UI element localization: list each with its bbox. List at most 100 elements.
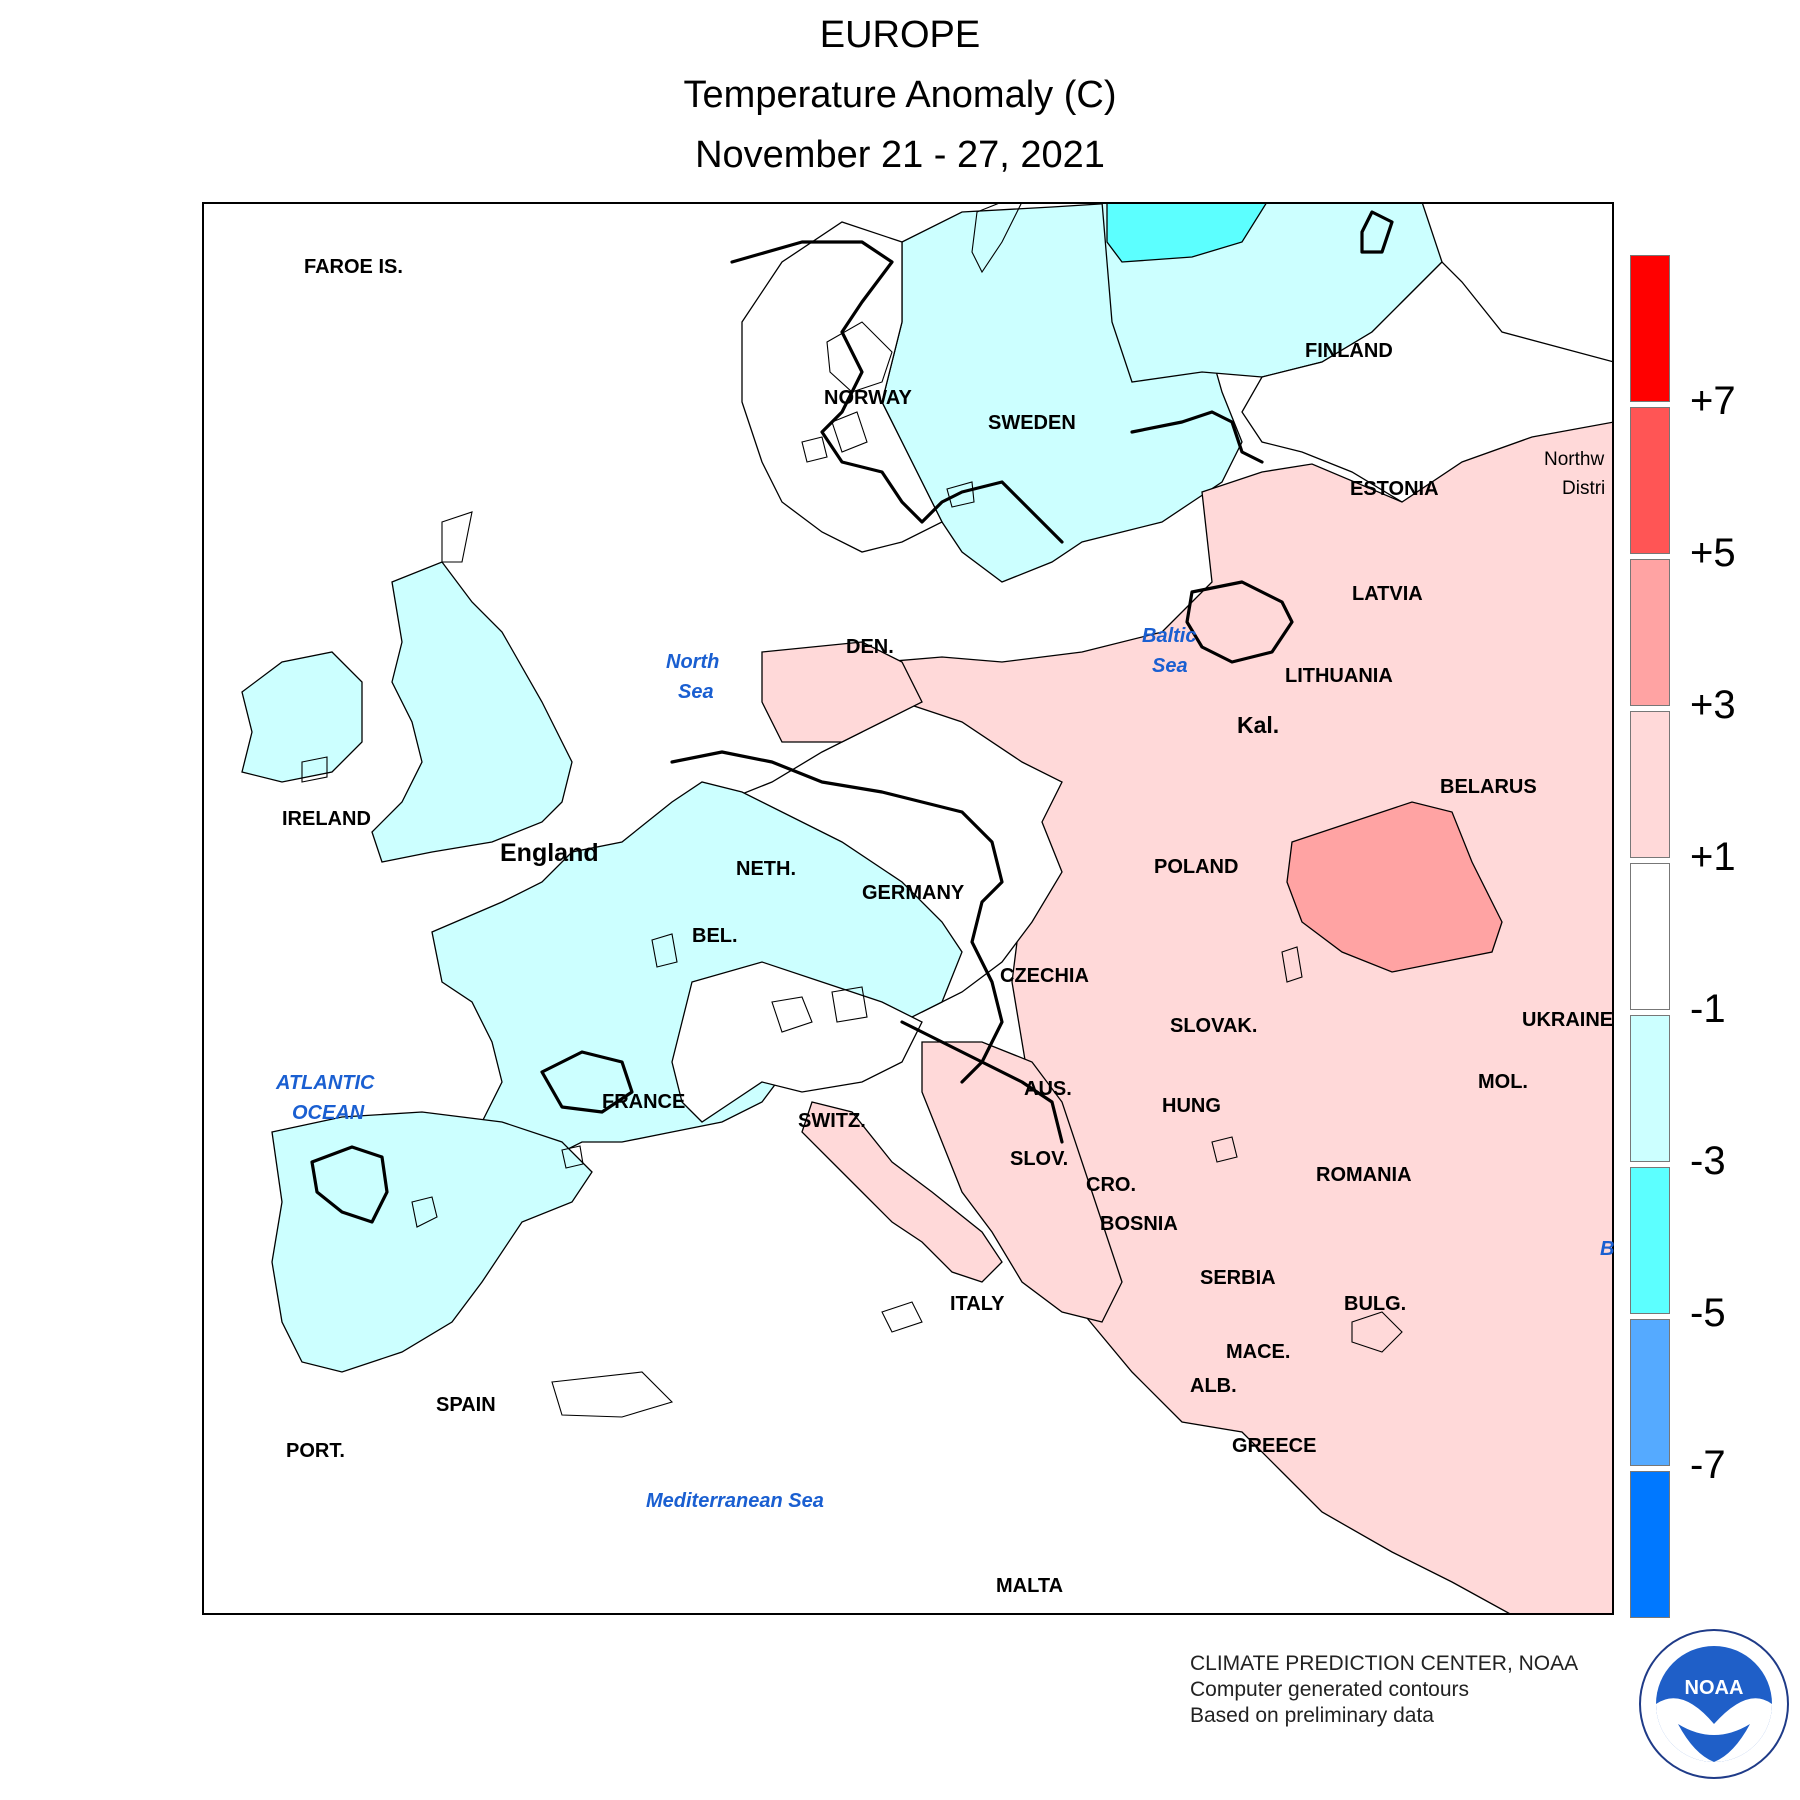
label-slovenia: SLOV. (1010, 1148, 1068, 1170)
anomaly-area-balkans (921, 1041, 1123, 1323)
label-spain: SPAIN (436, 1394, 496, 1416)
anomaly-area-ukraine-core (1286, 801, 1503, 973)
label-atlantic-1: ATLANTIC (275, 1072, 375, 1094)
label-switzerland: SWITZ. (798, 1110, 866, 1132)
anomaly-spot-moldova (1281, 946, 1303, 983)
credit-preliminary: Based on preliminary data (1190, 1704, 1434, 1727)
label-kal: Kal. (1237, 712, 1279, 738)
anomaly-area-ireland (241, 651, 363, 783)
label-france: FRANCE (602, 1091, 685, 1113)
label-italy: ITALY (950, 1293, 1005, 1315)
anomaly-spot-ireland-cyan (301, 756, 328, 783)
contour-line-balkans (900, 1020, 1064, 1144)
label-baltic-1: Baltic (1142, 625, 1196, 647)
anomaly-spot-norway-2 (831, 411, 868, 453)
anomaly-spot-france-cyan-2 (561, 1145, 584, 1169)
noaa-logo: NOAA (1639, 1629, 1789, 1779)
anomaly-spot-finland-cyan (1106, 202, 1268, 263)
label-denmark: DEN. (846, 636, 894, 658)
land-alps-white (671, 961, 923, 1123)
label-romania: ROMANIA (1316, 1164, 1412, 1186)
anomaly-area-britain (371, 561, 573, 863)
anomaly-spot-sicily-blue (881, 1301, 923, 1333)
credit-cpc: CLIMATE PREDICTION CENTER, NOAA (1190, 1652, 1579, 1675)
land-norway-coast (741, 221, 943, 553)
label-croatia: CRO. (1086, 1174, 1136, 1196)
anomaly-spot-sweden-cyan-2 (946, 481, 975, 508)
label-england: England (500, 839, 599, 867)
legend-swatch (1630, 1471, 1670, 1618)
anomaly-spot-north-africa-blue (551, 1371, 674, 1418)
label-malta: MALTA (996, 1575, 1063, 1597)
label-district: Distri (1562, 478, 1605, 499)
map-canvas: FAROE IS. NORWAY SWEDEN FINLAND ESTONIA … (202, 202, 1614, 1615)
noaa-logo-text: NOAA (1685, 1677, 1744, 1699)
legend-swatch (1630, 559, 1670, 706)
label-czechia: CZECHIA (1000, 965, 1089, 987)
anomaly-hole-south-france (540, 1050, 634, 1114)
label-serbia: SERBIA (1200, 1267, 1276, 1289)
anomaly-spot-spain-cyan (411, 1196, 438, 1228)
title-region: EUROPE (819, 14, 981, 56)
label-bulgaria: BULG. (1344, 1293, 1406, 1315)
label-baltic-2: Sea (1152, 655, 1188, 677)
legend-label: +1 (1690, 835, 1736, 879)
contour-line-finland (1360, 210, 1394, 254)
label-netherlands: NETH. (736, 858, 796, 880)
label-bosnia: BOSNIA (1100, 1213, 1178, 1235)
label-sweden: SWEDEN (988, 412, 1076, 434)
label-lithuania: LITHUANIA (1285, 665, 1393, 687)
legend-label: -1 (1690, 987, 1726, 1031)
anomaly-area-iberia (271, 1111, 593, 1373)
contour-line-estonia (1130, 410, 1264, 464)
anomaly-area-north-germany (761, 641, 923, 743)
legend-swatch (1630, 711, 1670, 858)
title-dates: November 21 - 27, 2021 (695, 134, 1105, 176)
legend-swatch (1630, 407, 1670, 554)
anomaly-spot-alps-pink-2 (831, 986, 868, 1023)
contour-line-scandinavia (730, 240, 1064, 544)
label-north-sea-1: North (666, 651, 719, 673)
label-finland: FINLAND (1305, 340, 1393, 362)
anomaly-area-italy (801, 1101, 1003, 1283)
label-belgium: BEL. (692, 925, 738, 947)
anomaly-spot-alps-pink (771, 996, 813, 1033)
legend-swatch (1630, 1015, 1670, 1162)
label-macedonia: MACE. (1226, 1341, 1290, 1363)
label-albania: ALB. (1190, 1375, 1237, 1397)
label-black-sea-partial: B (1600, 1238, 1614, 1260)
label-ireland: IRELAND (282, 808, 371, 830)
anomaly-hole-spain (310, 1145, 389, 1224)
legend-swatch (1630, 863, 1670, 1010)
label-north-sea-2: Sea (678, 681, 714, 703)
anomaly-spot-turkey (1351, 1311, 1403, 1353)
anomaly-spot-norway-1 (826, 321, 893, 393)
label-slovakia: SLOVAK. (1170, 1015, 1257, 1037)
anomaly-hole-lithuania (1185, 580, 1294, 664)
anomaly-spot-sweden-cyan (971, 202, 1023, 274)
label-atlantic-2: OCEAN (292, 1102, 365, 1124)
label-estonia: ESTONIA (1350, 478, 1439, 500)
label-austria: AUS. (1024, 1078, 1072, 1100)
anomaly-map: FAROE IS. NORWAY SWEDEN FINLAND ESTONIA … (202, 202, 1614, 1615)
label-greece: GREECE (1232, 1435, 1316, 1457)
label-germany: GERMANY (862, 882, 965, 904)
label-ukraine: UKRAINE (1522, 1009, 1613, 1031)
label-hungary: HUNG (1162, 1095, 1221, 1117)
contour-line-central-europe (670, 750, 1004, 1084)
label-norway: NORWAY (824, 387, 912, 409)
legend-swatch (1630, 255, 1670, 402)
legend-label: -5 (1690, 1291, 1726, 1335)
title-variable: Temperature Anomaly (C) (683, 74, 1117, 116)
legend-label: +3 (1690, 683, 1736, 727)
label-mediterranean: Mediterranean Sea (646, 1490, 824, 1512)
legend-swatch (1630, 1319, 1670, 1466)
legend-swatch (1630, 1167, 1670, 1314)
label-northwest: Northw (1544, 449, 1604, 470)
label-belarus: BELARUS (1440, 776, 1537, 798)
label-latvia: LATVIA (1352, 583, 1423, 605)
legend-label: +5 (1690, 531, 1736, 575)
legend-label: -7 (1690, 1443, 1726, 1487)
legend-label: -3 (1690, 1139, 1726, 1183)
anomaly-spot-norway-3 (801, 436, 828, 463)
